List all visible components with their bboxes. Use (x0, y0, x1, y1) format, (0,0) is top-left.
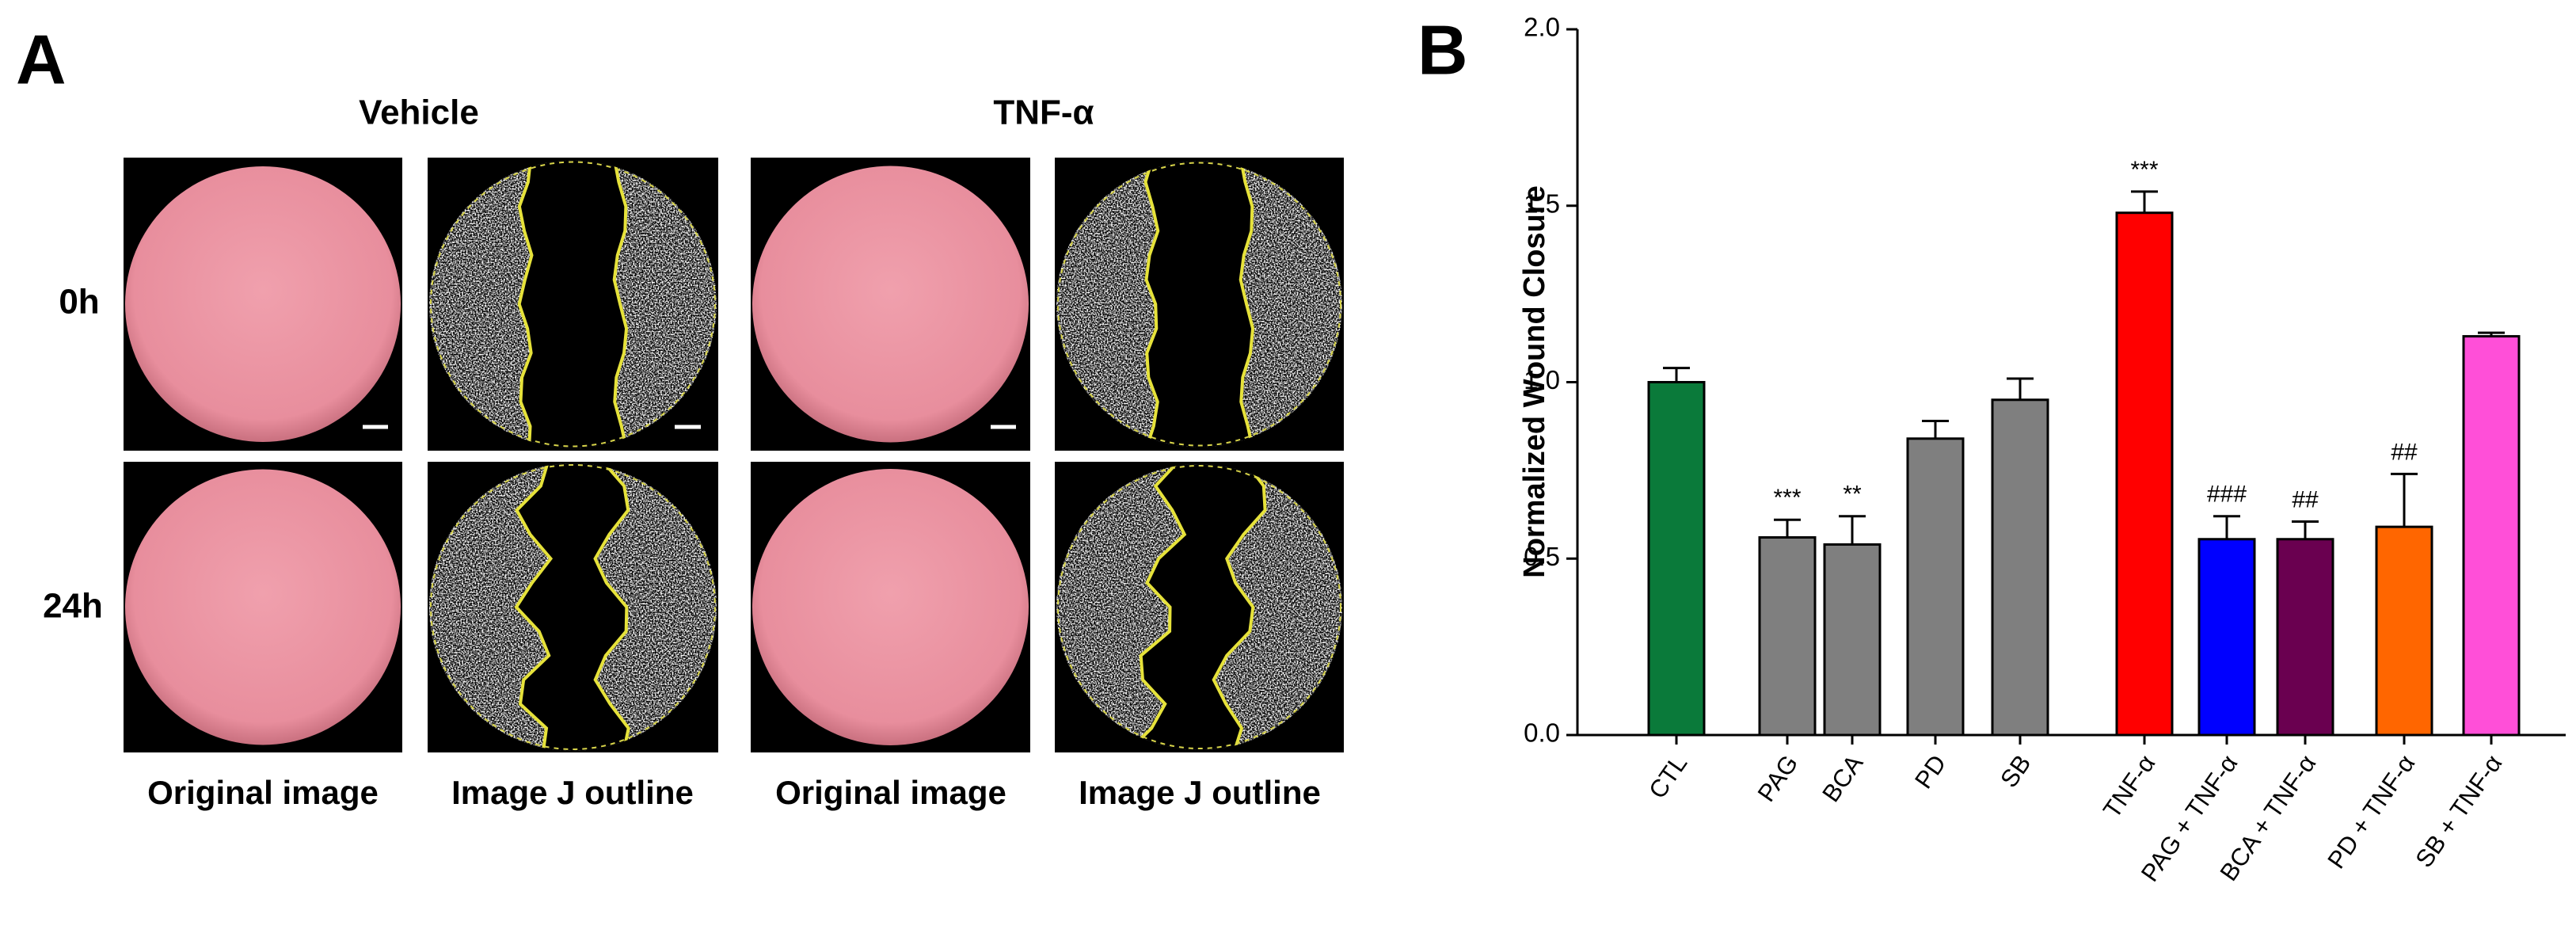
y-tick-label: 2.0 (1524, 13, 1560, 42)
well-edge (430, 464, 716, 750)
well-edge (1057, 162, 1341, 447)
wound-area (517, 160, 629, 448)
bar (2197, 538, 2256, 737)
y-tick-label: 0.0 (1524, 718, 1560, 748)
row-label: 0h (59, 283, 99, 322)
well-edge (1057, 465, 1341, 749)
y-axis-label: Normalized Wound Closure (1518, 185, 1551, 577)
x-tick-label: SB (1995, 750, 2036, 793)
y-tick-label: 0.5 (1524, 542, 1560, 571)
x-tick-label: PD + TNF-α (2322, 750, 2420, 874)
panel-b: B Normalized Wound Closure 0.0 0.5 1.0 1.5 2… (1417, 10, 2566, 886)
wound-area (514, 463, 630, 751)
outline-image (429, 160, 717, 448)
significance-label: ## (2292, 486, 2319, 512)
significance-label: ** (1843, 482, 1862, 508)
significance-label: *** (2130, 157, 2158, 183)
bar (2115, 211, 2174, 737)
significance-label: ### (2207, 482, 2247, 508)
well-edge (430, 161, 716, 448)
y-tick-label: 1.0 (1524, 365, 1560, 394)
column-label: Original image (147, 774, 379, 811)
panel-a: A Vehicle TNF-α 0h 24h Original image Im… (16, 20, 1344, 811)
micrograph (1055, 158, 1344, 451)
bar (2462, 335, 2521, 737)
bar (1647, 381, 1706, 737)
well-image (125, 166, 401, 442)
wound-area (1122, 464, 1267, 750)
column-label: Original image (775, 774, 1006, 811)
outline-image (1056, 161, 1342, 448)
micrograph (124, 462, 402, 752)
panel-label: B (1417, 10, 1468, 89)
outline-image (1056, 464, 1342, 750)
well-image (752, 469, 1029, 745)
bar (2375, 525, 2433, 737)
column-label: Image J outline (1079, 774, 1321, 811)
micrograph (428, 158, 718, 451)
row-label: 24h (43, 587, 103, 626)
micrograph (751, 158, 1030, 451)
significance-label: ## (2391, 439, 2418, 465)
micrograph (428, 462, 718, 752)
column-label: Image J outline (451, 774, 694, 811)
bar (2276, 538, 2334, 737)
well-image (752, 166, 1029, 443)
x-tick-label: TNF-α (2098, 750, 2160, 824)
wound-area (1143, 161, 1255, 448)
micrograph (124, 158, 402, 451)
group-label: TNF-α (993, 93, 1094, 132)
y-tick-label: 1.5 (1524, 189, 1560, 218)
x-tick-label: PAG (1752, 750, 1804, 807)
group-label: Vehicle (359, 93, 479, 132)
micrograph (1055, 462, 1344, 752)
bar (1823, 543, 1882, 737)
well-image (125, 469, 401, 745)
bar (1906, 437, 1965, 737)
x-tick-label: PD (1909, 750, 1951, 794)
panel-label: A (16, 20, 67, 98)
significance-label: *** (1773, 485, 1801, 511)
micrograph (751, 462, 1030, 752)
bar (1991, 398, 2049, 737)
x-tick-label: CTL (1643, 750, 1692, 804)
x-tick-label: BCA (1817, 749, 1868, 807)
bar (1758, 536, 1817, 737)
outline-image (429, 463, 717, 751)
x-tick-label: SB + TNF-α (2410, 750, 2507, 873)
